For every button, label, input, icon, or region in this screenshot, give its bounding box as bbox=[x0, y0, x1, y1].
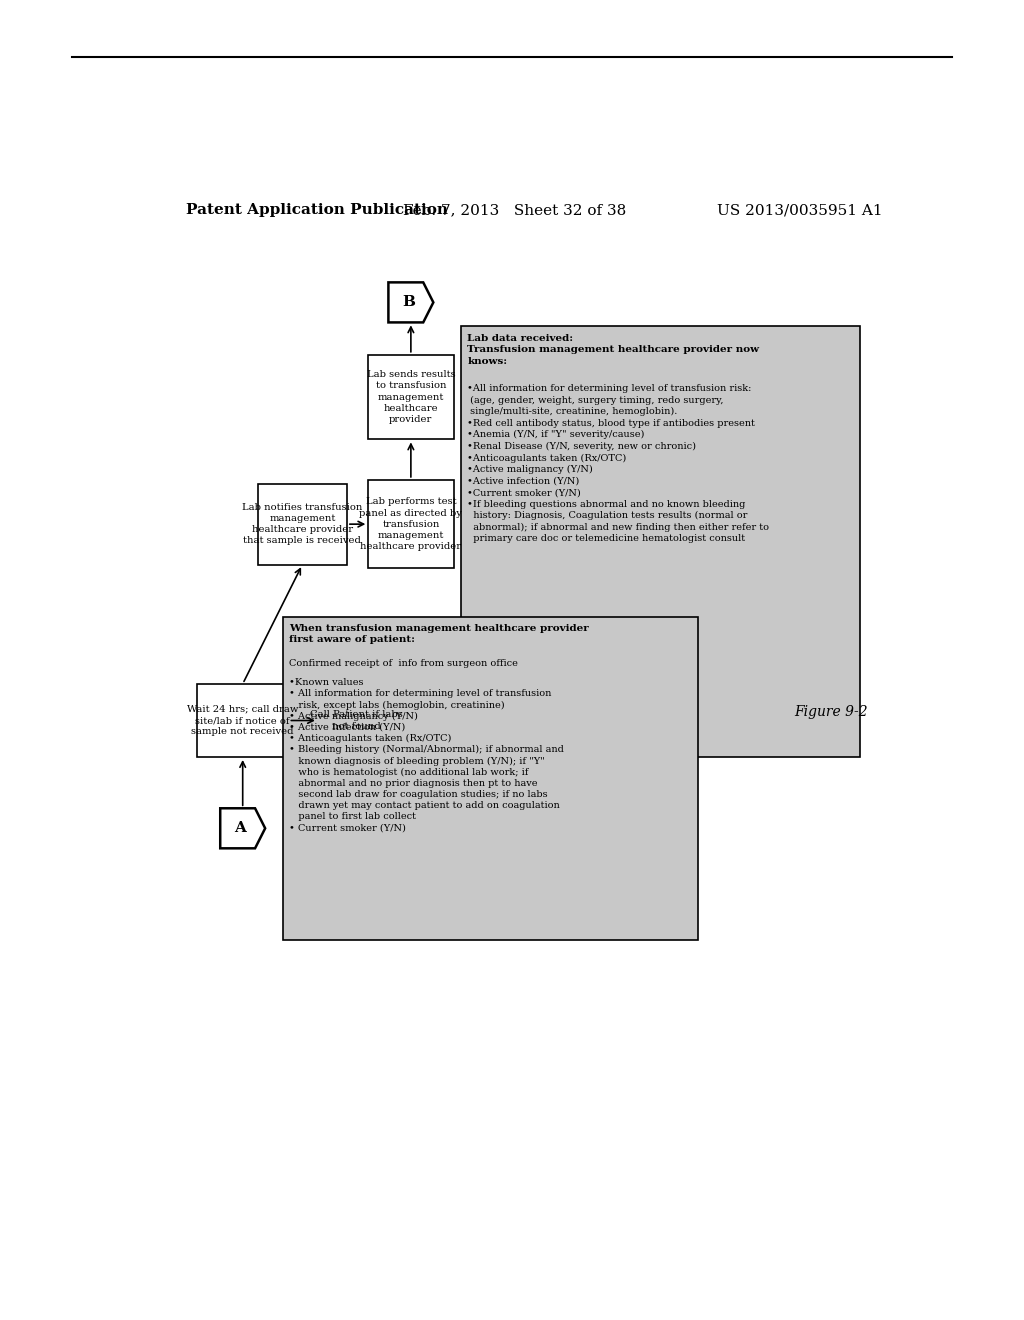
Bar bbox=[369, 480, 454, 569]
Bar bbox=[258, 483, 347, 565]
Text: A: A bbox=[234, 821, 247, 836]
Bar bbox=[197, 684, 289, 758]
Bar bbox=[461, 326, 860, 758]
Bar bbox=[369, 355, 454, 440]
Text: Feb. 7, 2013   Sheet 32 of 38: Feb. 7, 2013 Sheet 32 of 38 bbox=[403, 203, 627, 216]
Text: When transfusion management healthcare provider
first aware of patient:: When transfusion management healthcare p… bbox=[289, 624, 589, 644]
Text: •Known values
• All information for determining level of transfusion
   risk, ex: •Known values • All information for dete… bbox=[289, 678, 564, 833]
Text: Call Patient if labs
not found: Call Patient if labs not found bbox=[310, 710, 403, 730]
Text: Lab sends results
to transfusion
management
healthcare
provider: Lab sends results to transfusion managem… bbox=[367, 371, 456, 424]
Text: Wait 24 hrs; call draw
site/lab if notice of
sample not received: Wait 24 hrs; call draw site/lab if notic… bbox=[187, 705, 298, 737]
Bar bbox=[283, 616, 697, 940]
Text: US 2013/0035951 A1: US 2013/0035951 A1 bbox=[717, 203, 883, 216]
Text: Confirmed receipt of  info from surgeon office: Confirmed receipt of info from surgeon o… bbox=[289, 659, 518, 668]
Polygon shape bbox=[388, 282, 433, 322]
Text: Lab performs test
panel as directed by
transfusion
management
healthcare provide: Lab performs test panel as directed by t… bbox=[359, 498, 462, 550]
Text: Patent Application Publication: Patent Application Publication bbox=[186, 203, 449, 216]
Text: Lab data received:
Transfusion management healthcare provider now
knows:: Lab data received: Transfusion managemen… bbox=[467, 334, 760, 366]
Text: Lab notifies transfusion
management
healthcare provider
that sample is received: Lab notifies transfusion management heal… bbox=[243, 503, 362, 545]
Bar bbox=[317, 693, 395, 748]
Polygon shape bbox=[220, 808, 265, 849]
Text: B: B bbox=[402, 296, 415, 309]
Text: •All information for determining level of transfusion risk:
 (age, gender, weigh: •All information for determining level o… bbox=[467, 384, 769, 544]
Text: Figure 9-2: Figure 9-2 bbox=[795, 705, 868, 719]
